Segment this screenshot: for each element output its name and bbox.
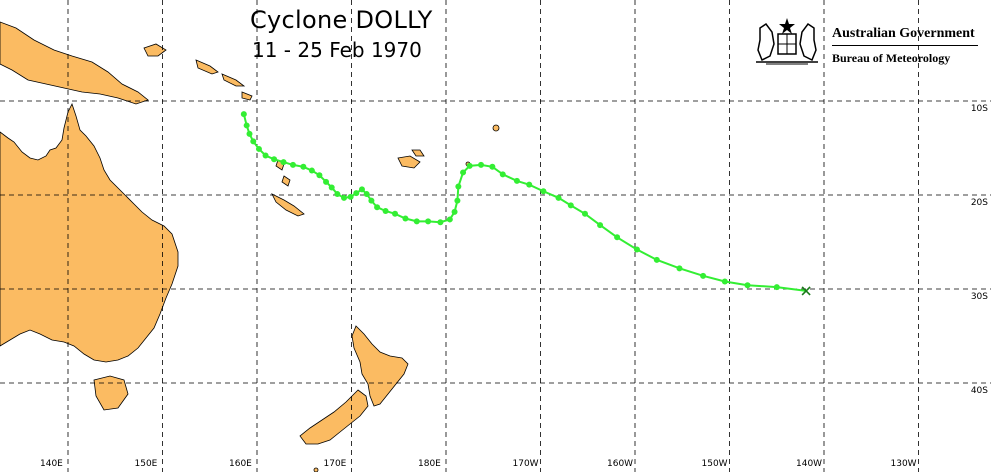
x-mark-icon xyxy=(801,286,811,296)
fiji-islands xyxy=(397,149,425,169)
organization-divider xyxy=(832,45,978,46)
new-britain-landmass xyxy=(143,43,167,57)
track-point xyxy=(353,190,360,197)
track-point xyxy=(540,188,547,195)
track-point xyxy=(246,130,253,137)
track-point xyxy=(402,215,409,222)
track-point xyxy=(499,171,506,178)
track-line-end xyxy=(776,286,807,292)
longitude-label: 170E xyxy=(323,459,347,469)
track-point xyxy=(255,145,262,152)
latitude-label: 20S xyxy=(970,198,988,208)
track-point xyxy=(262,152,269,159)
track-point xyxy=(744,282,751,289)
australia-landmass xyxy=(0,102,179,363)
track-point xyxy=(676,265,683,272)
latitude-label: 30S xyxy=(970,292,988,302)
track-point xyxy=(466,162,473,169)
track-point xyxy=(280,159,287,166)
track-point xyxy=(358,186,365,193)
track-point xyxy=(323,178,330,185)
track-point xyxy=(392,210,399,217)
track-point xyxy=(425,218,432,225)
track-point xyxy=(614,234,621,241)
track-end xyxy=(801,286,811,296)
longitude-label: 140E xyxy=(40,459,63,469)
organization-bureau: Bureau of Meteorology xyxy=(832,51,951,65)
track-point xyxy=(243,122,250,129)
new-zealand-north-island xyxy=(351,325,409,407)
track-line xyxy=(242,113,777,289)
track-point xyxy=(334,191,341,198)
landmasses xyxy=(0,21,500,472)
cyclone-track xyxy=(240,111,807,292)
track-point xyxy=(341,194,348,201)
track-point xyxy=(368,197,375,204)
track-point xyxy=(437,219,444,226)
islet xyxy=(492,124,500,132)
longitude-label: 150E xyxy=(134,459,158,469)
coat-of-arms-icon xyxy=(756,18,818,65)
track-point xyxy=(271,156,278,163)
track-point xyxy=(382,207,389,214)
track-point xyxy=(633,246,640,253)
new-zealand-south-island xyxy=(299,389,369,445)
track-point xyxy=(413,218,420,225)
latitude-label: 10S xyxy=(970,104,988,114)
track-point xyxy=(460,169,467,176)
track-point xyxy=(478,161,485,168)
track-point xyxy=(308,167,315,174)
track-point xyxy=(374,204,381,211)
track-point xyxy=(513,177,520,184)
new-guinea-landmass xyxy=(0,21,149,105)
map-title: Cyclone DOLLY xyxy=(250,6,433,34)
track-point xyxy=(328,184,335,191)
track-point xyxy=(240,111,247,118)
map-subtitle: 11 - 25 Feb 1970 xyxy=(252,38,422,62)
track-point xyxy=(289,161,296,168)
longitude-label: 150W xyxy=(701,459,728,469)
longitude-label: 180E xyxy=(418,459,441,469)
longitude-label: 160E xyxy=(229,459,252,469)
track-point xyxy=(526,181,533,188)
longitude-label: 140W xyxy=(796,459,823,469)
organization-name: Australian Government xyxy=(832,26,975,41)
track-point xyxy=(363,191,370,198)
track-point xyxy=(700,272,707,279)
latitude-label: 40S xyxy=(970,386,988,396)
track-point xyxy=(581,210,588,217)
track-point xyxy=(250,138,257,145)
track-point xyxy=(597,222,604,229)
track-point xyxy=(489,163,496,170)
track-point xyxy=(300,163,307,170)
solomon-islands xyxy=(195,59,253,101)
longitude-label: 130W xyxy=(890,459,917,469)
islet xyxy=(313,467,319,472)
track-point xyxy=(454,197,461,204)
tasmania-landmass xyxy=(93,375,129,411)
new-caledonia-landmass xyxy=(271,193,305,217)
track-point xyxy=(446,216,453,223)
track-point xyxy=(455,183,462,190)
longitude-label: 170W xyxy=(512,459,539,469)
track-point xyxy=(721,278,728,285)
longitude-label: 160W xyxy=(607,459,634,469)
track-point xyxy=(653,256,660,263)
track-point xyxy=(555,194,562,201)
track-point xyxy=(316,172,323,179)
track-point xyxy=(451,208,458,215)
track-point xyxy=(347,193,354,200)
track-point xyxy=(567,202,574,209)
